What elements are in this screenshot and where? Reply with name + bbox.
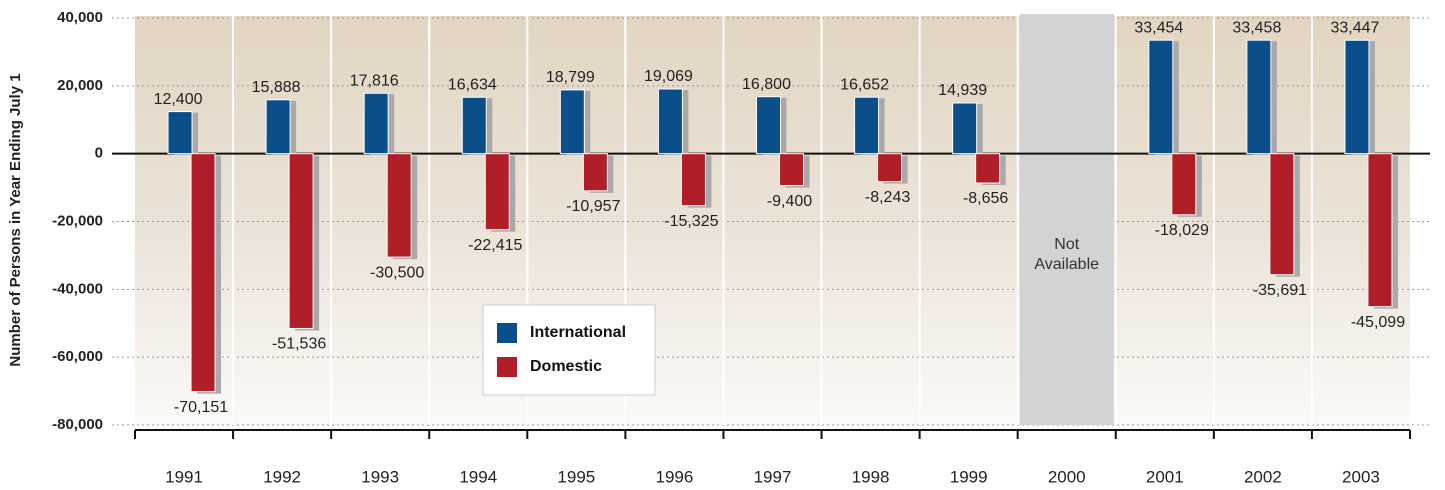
bar xyxy=(559,89,585,155)
value-label: -22,415 xyxy=(468,237,522,254)
value-label: -45,099 xyxy=(1351,314,1405,331)
legend-label: Domestic xyxy=(530,358,602,375)
value-label: 12,400 xyxy=(154,91,203,108)
x-tick-label: 1995 xyxy=(557,467,595,486)
value-label: 33,447 xyxy=(1330,19,1379,36)
bar xyxy=(1344,39,1370,155)
bar xyxy=(1367,153,1393,308)
value-label: -15,325 xyxy=(664,213,718,230)
y-tick-label: -20,000 xyxy=(52,212,103,229)
y-tick-label: 0 xyxy=(95,145,103,162)
x-tick-label: 1994 xyxy=(459,467,497,486)
value-label: 19,069 xyxy=(644,68,693,85)
value-label: 17,816 xyxy=(350,72,399,89)
legend-label: International xyxy=(530,324,626,341)
x-tick-label: 1991 xyxy=(165,467,203,486)
value-label: 33,454 xyxy=(1134,19,1183,36)
value-label: 16,634 xyxy=(448,76,497,93)
value-label: -51,536 xyxy=(272,336,326,353)
y-tick-label: -60,000 xyxy=(52,348,103,365)
legend-swatch xyxy=(497,357,517,377)
bar xyxy=(190,153,216,393)
x-tick-label: 2002 xyxy=(1244,467,1282,486)
bar xyxy=(265,99,291,155)
y-tick-label: -80,000 xyxy=(52,416,103,433)
bar xyxy=(1148,39,1174,155)
value-label: 33,458 xyxy=(1232,19,1281,36)
bar xyxy=(952,102,978,155)
value-label: -30,500 xyxy=(370,264,424,281)
bar xyxy=(484,153,510,231)
bar xyxy=(975,153,1001,184)
value-label: 16,652 xyxy=(840,76,889,93)
value-label: -8,243 xyxy=(865,189,910,206)
x-tick-label: 1993 xyxy=(361,467,399,486)
legend-swatch xyxy=(497,323,517,343)
value-label: 15,888 xyxy=(252,79,301,96)
y-tick-label: 40,000 xyxy=(57,9,103,26)
bar xyxy=(854,96,880,155)
value-label: -18,029 xyxy=(1155,222,1209,239)
x-tick-label: 1997 xyxy=(754,467,792,486)
x-tick-label: 2000 xyxy=(1048,467,1086,486)
y-axis-label: Number of Persons in Year Ending July 1 xyxy=(7,73,24,366)
x-tick-label: 1992 xyxy=(263,467,301,486)
bar xyxy=(582,153,608,192)
x-tick-label: 1999 xyxy=(950,467,988,486)
bar xyxy=(167,111,193,155)
bar xyxy=(288,153,314,329)
value-label: -70,151 xyxy=(174,399,228,416)
bar xyxy=(657,88,683,155)
bar xyxy=(1269,153,1295,276)
value-label: -35,691 xyxy=(1253,282,1307,299)
x-tick-label: 1998 xyxy=(852,467,890,486)
bar xyxy=(756,96,781,155)
bar xyxy=(1171,153,1197,216)
value-label: 16,800 xyxy=(742,76,791,93)
not-available-band xyxy=(1019,14,1114,425)
bar xyxy=(680,153,706,207)
x-tick-label: 2001 xyxy=(1146,467,1184,486)
y-tick-label: 20,000 xyxy=(57,77,103,94)
x-tick-label: 2003 xyxy=(1342,467,1380,486)
value-label: -10,957 xyxy=(566,198,620,215)
bar xyxy=(877,153,903,183)
value-label: 18,799 xyxy=(546,69,595,86)
x-tick-label: 1996 xyxy=(656,467,694,486)
bar xyxy=(386,153,412,258)
y-tick-label: -40,000 xyxy=(52,280,103,297)
value-label: 14,939 xyxy=(938,82,987,99)
legend-box xyxy=(482,304,656,396)
annotation: Not Available xyxy=(1034,236,1100,273)
bar xyxy=(363,92,389,155)
value-label: -9,400 xyxy=(767,193,812,210)
bar xyxy=(461,96,487,155)
bar xyxy=(1246,39,1272,155)
bar xyxy=(779,153,804,187)
value-label: -8,656 xyxy=(963,190,1008,207)
